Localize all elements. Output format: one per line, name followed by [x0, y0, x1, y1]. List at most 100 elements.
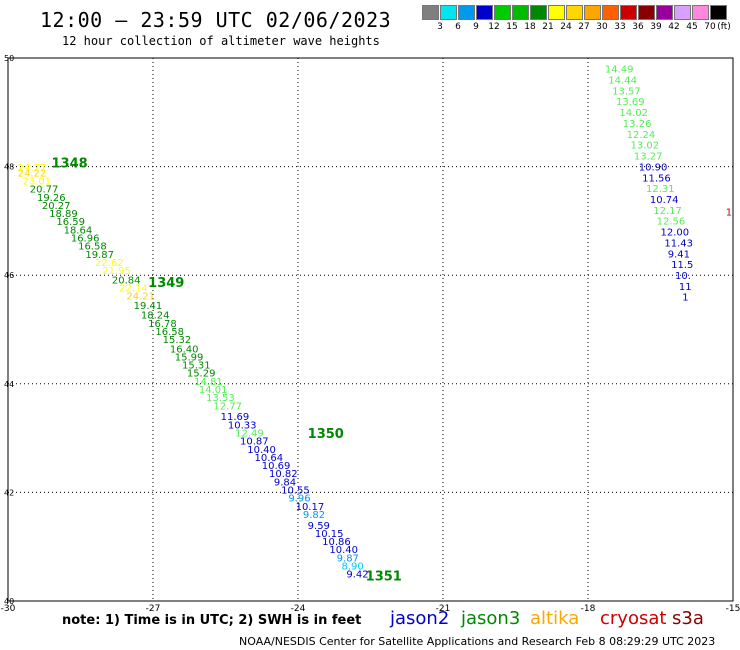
wave-height-point: 10.86 — [322, 537, 351, 548]
wave-height-point: 21.95 — [102, 266, 131, 277]
wave-height-point: 14.02 — [619, 108, 648, 119]
y-tick-label: 44 — [4, 380, 14, 389]
color-tick-label: 45 — [686, 22, 698, 32]
wave-height-point: 10.33 — [228, 420, 257, 431]
wave-height-point: 12.17 — [653, 206, 682, 217]
color-swatch — [494, 5, 511, 20]
wave-height-point: 10.82 — [269, 469, 298, 480]
wave-height-point: 12.77 — [213, 401, 242, 412]
wave-height-point: 14.81 — [194, 377, 223, 388]
wave-height-point: 12.56 — [657, 217, 686, 228]
x-tick-label: -18 — [581, 604, 596, 614]
pass-number-label: 1349 — [148, 276, 184, 291]
color-swatch — [638, 5, 655, 20]
wave-height-point: 9.84 — [274, 477, 296, 488]
pass-labels: 1348 1349 1350 1351 — [52, 157, 402, 585]
color-swatch — [584, 5, 601, 20]
y-tick-label: 42 — [4, 488, 14, 497]
chart-title: 12:00 – 23:59 UTC 02/06/2023 — [40, 8, 392, 32]
color-swatch — [530, 5, 547, 20]
wave-height-point: 9.59 — [308, 521, 330, 532]
wave-height-point: 13.26 — [623, 119, 652, 130]
wave-height-point: 9.42 — [346, 570, 368, 581]
wave-height-point: 1 — [682, 293, 688, 304]
color-swatch — [548, 5, 565, 20]
wave-height-point: 22.14 — [119, 283, 148, 294]
x-tick-label: -27 — [146, 604, 161, 614]
wave-height-point: 11.56 — [642, 173, 671, 184]
wave-height-point: 20.77 — [30, 185, 59, 196]
color-tick-label: 18 — [524, 22, 536, 32]
wave-height-point: 13.57 — [612, 86, 641, 97]
color-tick-label: 6 — [455, 22, 461, 32]
wave-height-point: 10.69 — [262, 461, 291, 472]
color-swatch — [602, 5, 619, 20]
color-tick-label: 21 — [542, 22, 554, 32]
color-tick-label: 27 — [578, 22, 590, 32]
wave-height-point: 24.77 — [18, 163, 47, 174]
wave-height-point: 12.49 — [235, 428, 264, 439]
wave-height-point: 9.96 — [288, 494, 310, 505]
wave-height-point: 16.58 — [78, 242, 107, 253]
footer-note: note: 1) Time is in UTC; 2) SWH is in fe… — [62, 613, 362, 628]
pass-number-label: 1350 — [308, 427, 344, 442]
x-tick-label: -21 — [436, 604, 451, 614]
wave-height-point: 9.41 — [668, 249, 690, 260]
x-tick-label: -24 — [291, 604, 306, 614]
pass-number-label: 1348 — [52, 157, 88, 172]
color-tick-label: 30 — [596, 22, 608, 32]
wave-height-point: 11 — [679, 282, 692, 293]
wave-height-point: 10.40 — [329, 545, 358, 556]
color-swatch — [710, 5, 727, 20]
wave-height-point: 19.26 — [37, 193, 66, 204]
pass-number-label: 1351 — [366, 569, 402, 584]
wave-height-point: 15.32 — [163, 335, 192, 346]
wave-height-point: 14.49 — [605, 65, 634, 76]
wave-height-point: 10.90 — [639, 162, 668, 173]
color-swatch — [512, 5, 529, 20]
footer-credit: NOAA/NESDIS Center for Satellite Applica… — [239, 635, 716, 648]
color-swatch — [440, 5, 457, 20]
wave-height-point: 13.53 — [206, 393, 235, 404]
color-tick-label: 12 — [488, 22, 500, 32]
wave-height-point: 12.00 — [661, 228, 690, 239]
chart-subtitle: 12 hour collection of altimeter wave hei… — [62, 34, 380, 48]
x-tick-label: -15 — [726, 604, 740, 614]
color-swatch — [566, 5, 583, 20]
color-swatch — [620, 5, 637, 20]
color-tick-label: 9 — [473, 22, 479, 32]
y-tick-label: 40 — [4, 597, 14, 606]
wave-height-point: 10.15 — [315, 529, 344, 540]
wave-height-point: 15.99 — [175, 352, 204, 363]
wave-height-point: 12.24 — [627, 130, 656, 141]
wave-height-point: 20.27 — [42, 201, 71, 212]
wave-height-point: 18.64 — [64, 225, 93, 236]
color-swatch — [674, 5, 691, 20]
wave-height-point: 15.29 — [187, 369, 216, 380]
wave-height-point: 10.40 — [247, 445, 276, 456]
color-tick-label: 36 — [632, 22, 644, 32]
wave-height-point: 23.01 — [23, 177, 52, 188]
wave-height-point: 11.69 — [221, 412, 250, 423]
wave-height-point: 15.31 — [182, 361, 211, 372]
color-tick-label: 3 — [437, 22, 443, 32]
color-swatch — [476, 5, 493, 20]
wave-height-point: 10. — [675, 271, 691, 282]
color-swatch — [692, 5, 709, 20]
color-tick-label: 42 — [668, 22, 680, 32]
wave-height-point: 19.41 — [134, 301, 163, 312]
satellite-label-altika: altika — [530, 608, 580, 629]
color-tick-label: 15 — [506, 22, 518, 32]
wave-height-point: 1 — [726, 207, 732, 218]
wave-height-point: 10.74 — [650, 195, 679, 206]
wave-height-point: 13.69 — [616, 97, 645, 108]
wave-height-point: 24.21 — [126, 292, 155, 303]
wave-height-point: 13.02 — [631, 141, 660, 152]
wave-height-point: 11.43 — [664, 238, 693, 249]
wave-height-point: 22.62 — [95, 258, 124, 269]
axis-tick-labels: -30 -27 -24 -21 -18 -15 40 42 44 46 48 50 — [1, 54, 740, 614]
wave-height-point: 13.27 — [634, 152, 663, 163]
color-tick-label: 39 — [650, 22, 662, 32]
data-points: 24.7724.2223.0120.7719.2620.2718.8916.59… — [18, 65, 732, 581]
